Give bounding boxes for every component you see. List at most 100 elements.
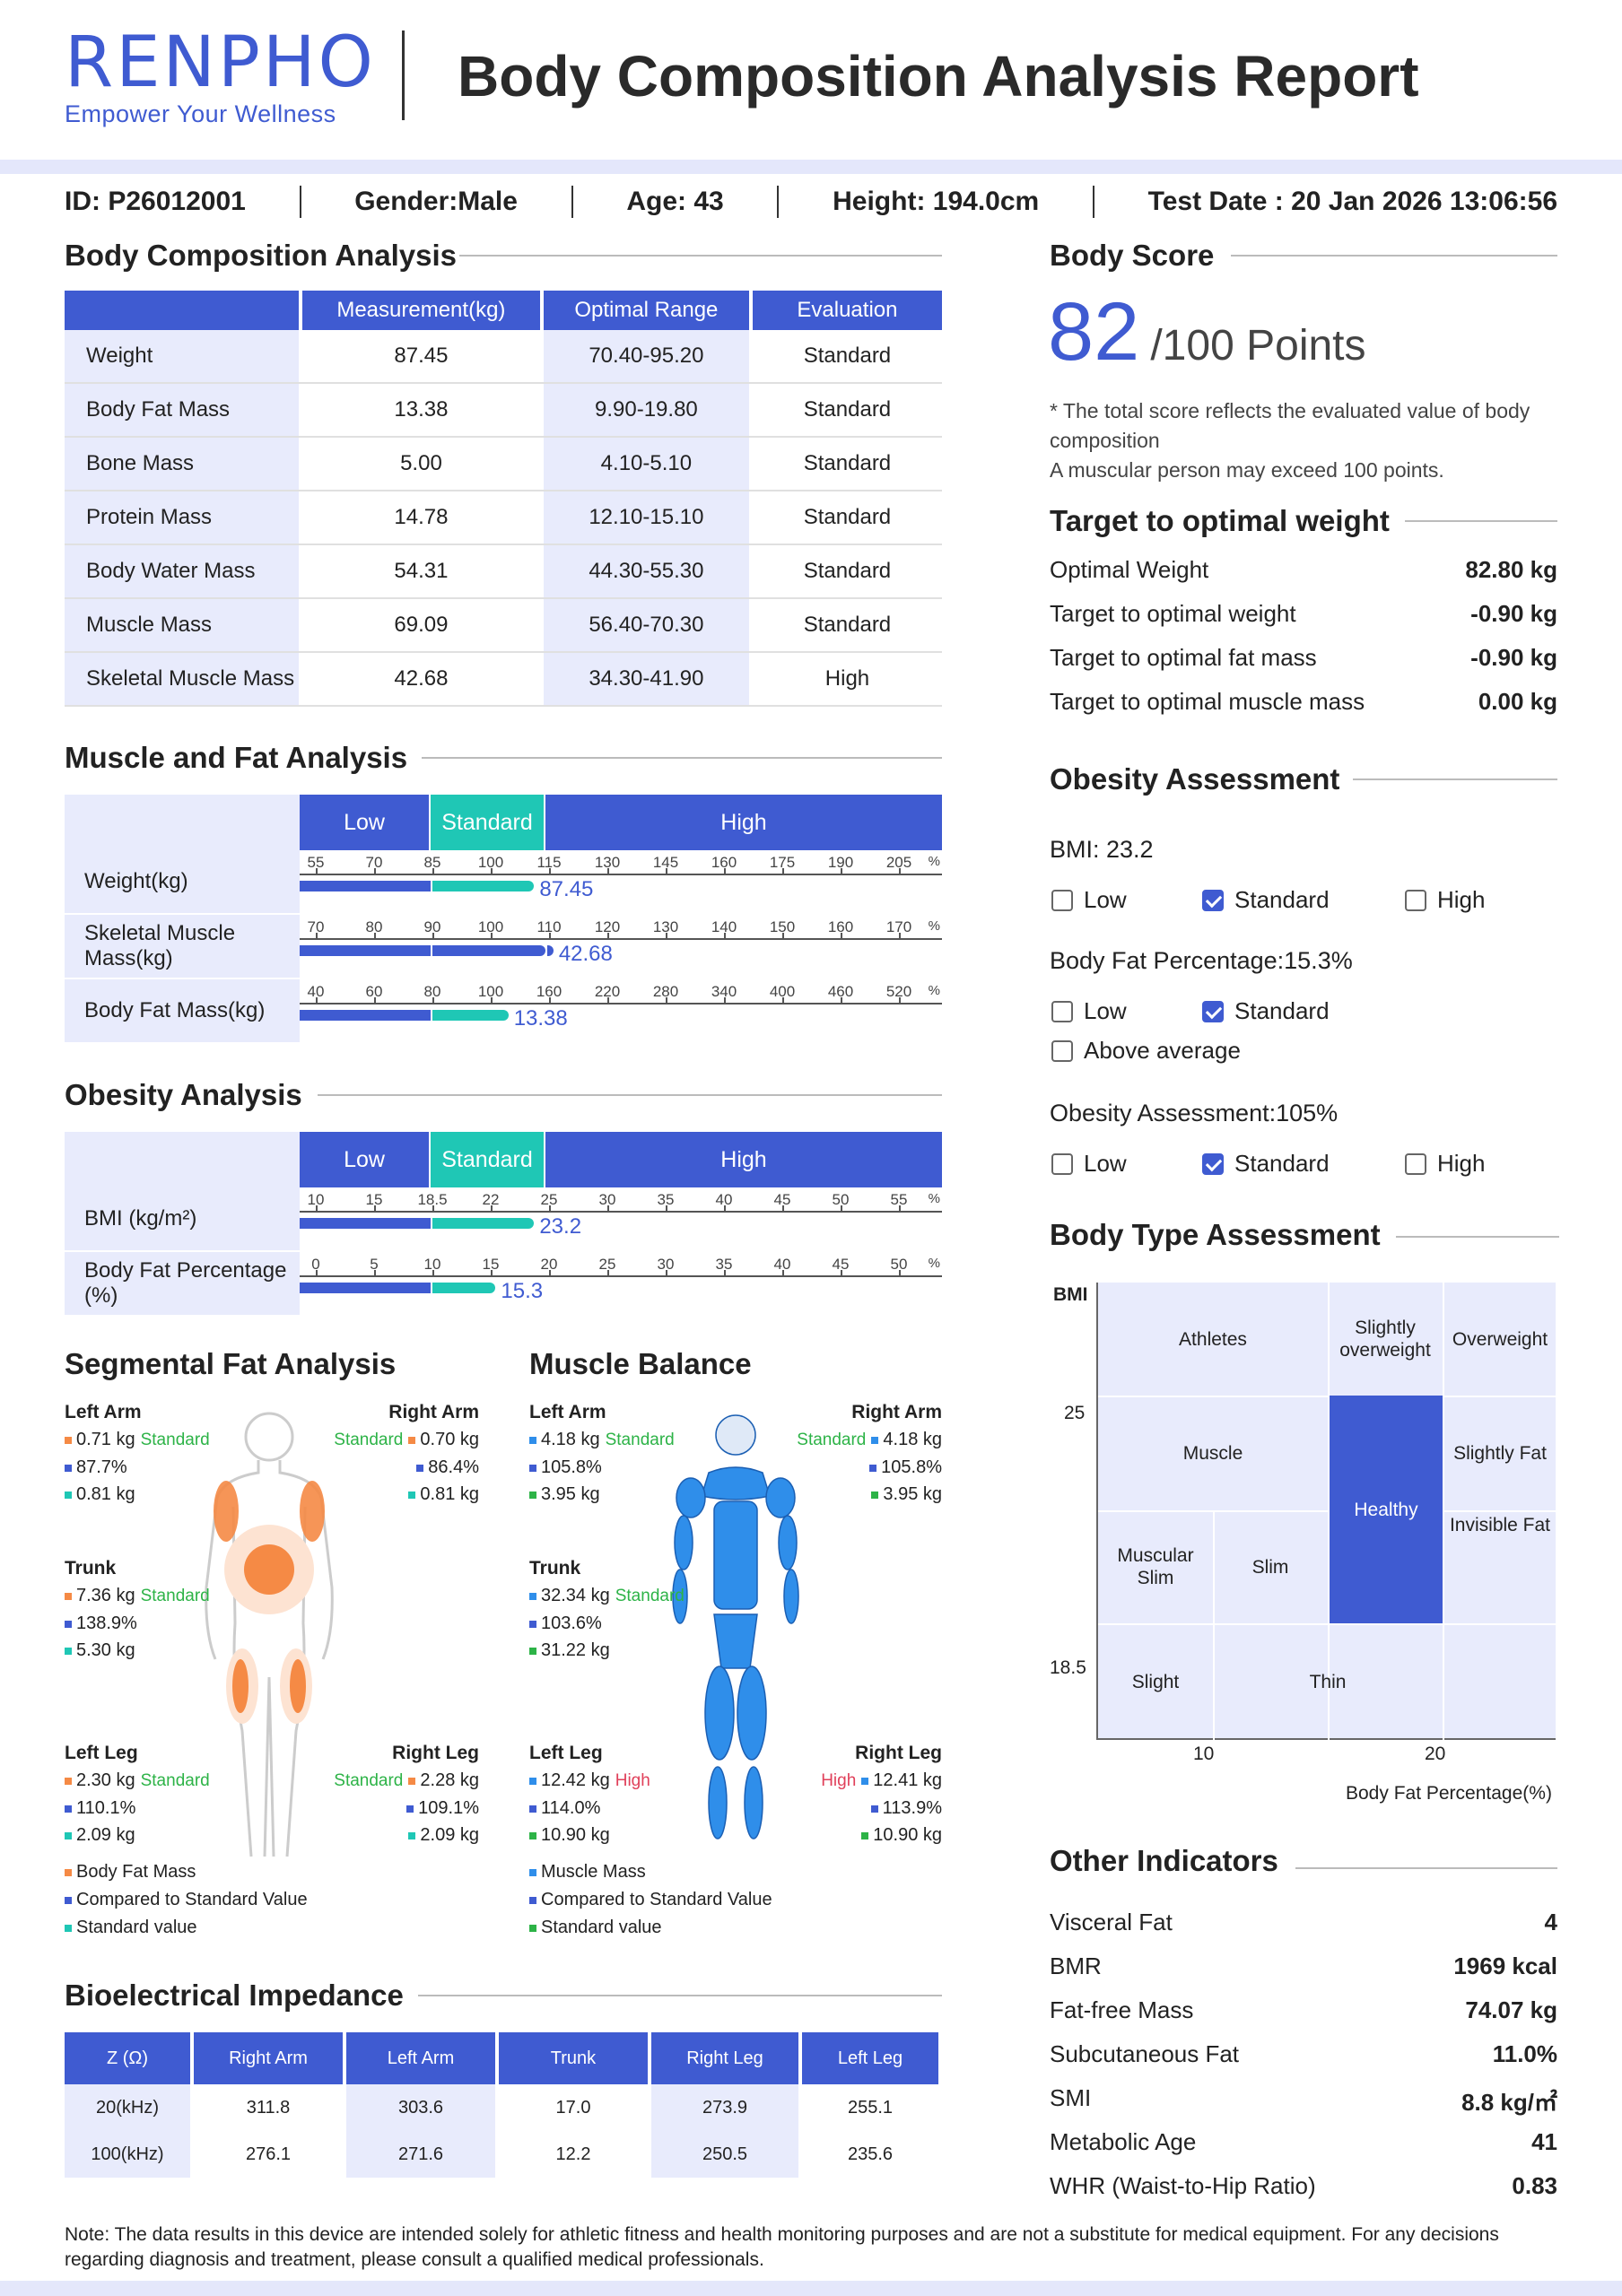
indicator-value: 0.00 kg [1478,688,1557,715]
segment-pct: 86.4% [428,1457,479,1477]
segment-mass: 0.71 kg [76,1430,135,1449]
tick-mark [374,1270,376,1277]
tick-mark [549,868,551,875]
segment-trunk: Trunk 7.36 kg Standard 138.9% 5.30 kg [65,1555,210,1664]
segment-label: Left Leg [529,1743,603,1763]
checkbox-high[interactable]: High [1405,1150,1485,1178]
body-type-slightly-fat: Slightly Fat [1453,1442,1547,1464]
bar-value: 23.2 [539,1214,582,1239]
bar-value: 42.68 [558,942,613,966]
unit-label: % [928,918,940,934]
legend-text: Muscle Mass [541,1862,646,1882]
impedance-header-cell: Z (Ω) [65,2032,190,2084]
tick-mark [724,997,726,1004]
segment-std-line: 10.90 kg [529,1822,650,1848]
segment-std-line: 2.09 kg [246,1822,479,1848]
tick-label: 50 [890,1256,908,1273]
composition-header: Measurement(kg) Optimal Range Evaluation [65,291,942,330]
cell-eval: Standard [803,613,892,637]
segment-mass-line: Standard 4.18 kg [709,1426,942,1454]
cell-range: 12.10-15.10 [543,491,749,544]
cell-name: Bone Mass [65,438,299,490]
section-line [1353,778,1557,780]
bar-label: Skeletal Muscle Mass(kg) [65,915,300,978]
tick-mark [841,997,842,1004]
tick-mark [432,1205,434,1213]
tick-mark [666,1270,667,1277]
indicator-name: Metabolic Age [1050,2128,1197,2155]
section-line [1295,1867,1557,1869]
bar-fill-low [300,1283,431,1293]
checkbox-low[interactable]: Low [1051,886,1127,914]
bar-row: Weight(kg) 55 70 85 100 115 130 145 160 175 190 205… [65,850,942,915]
level-low: Low [300,1132,431,1187]
fat-body-figure [205,1412,334,1857]
tick-mark [549,1270,551,1277]
segment-mass-line: Standard 0.70 kg [246,1426,479,1454]
segment-pct-line: 103.6% [529,1610,685,1637]
legend-text: Compared to Standard Value [541,1890,772,1909]
info-separator [777,186,780,218]
segment-pct-line: 87.7% [65,1454,210,1481]
tick-label: 460 [827,983,854,1000]
segment-std: 3.95 kg [541,1484,600,1504]
checkbox-box [1051,889,1073,911]
segment-right-leg: Right Leg High 12.41 kg 113.9% 10.90 kg [709,1740,942,1848]
tick-label: 10 [423,1256,441,1273]
muscle-body-figure [672,1414,799,1839]
tick-mark [491,1205,493,1213]
bar-row: Body Fat Percentage (%) 0 5 10 15 20 25 30 35 40 4… [65,1252,942,1317]
tick-label: 145 [652,854,679,871]
checkbox-standard[interactable]: Standard [1202,997,1330,1025]
tick-mark [491,997,493,1004]
header-band [0,160,1622,174]
logo-tagline: Empower Your Wellness [65,100,336,127]
checkbox-above-average[interactable]: Above average [1051,1037,1241,1065]
muscle-fat-chart: Low Standard High Weight(kg) 55 70 85 100 115 130… [65,795,942,1044]
legend-text: Body Fat Mass [76,1862,196,1882]
legend-dot [65,1436,72,1444]
bar-value: 13.38 [513,1006,568,1031]
score-value: 82 [1048,286,1140,378]
header-evaluation: Evaluation [752,291,942,330]
table-row: Protein Mass 14.78 12.10-15.10 Standard [65,491,942,545]
table-row: Muscle Mass 69.09 56.40-70.30 Standard [65,599,942,653]
segment-pct-line: 109.1% [246,1795,479,1822]
segment-mass: 0.70 kg [420,1430,479,1449]
tick-mark [899,868,901,875]
tick-mark [899,1205,901,1213]
tick-label: 5 [370,1256,379,1273]
segment-right-arm: Right Arm Standard 0.70 kg 86.4% 0.81 kg [246,1399,479,1508]
tick-mark [374,1205,376,1213]
tick-mark [899,997,901,1004]
bar-fill-low [300,1010,431,1021]
indicator-row: WHR (Waist-to-Hip Ratio) 0.83 [1050,2172,1557,2200]
tick-label: 50 [832,1191,850,1208]
segment-mass: 4.18 kg [541,1430,600,1449]
tick-mark [724,868,726,875]
cell-eval: Standard [803,505,892,529]
tick-mark [432,868,434,875]
tick-mark [549,997,551,1004]
checkbox-box [1405,889,1426,911]
legend-dot [65,1896,72,1904]
checkbox-high[interactable]: High [1405,886,1485,914]
tick-label: 150 [769,918,796,935]
body-type-invisible-fat: Invisible Fat [1449,1515,1551,1535]
tick-mark [432,1270,434,1277]
indicator-value: -0.90 kg [1470,644,1557,671]
impedance-title: Bioelectrical Impedance [65,1979,404,2012]
bar-row: Body Fat Mass(kg) 40 60 80 100 160 220 280 340 40… [65,979,942,1044]
checkbox-low[interactable]: Low [1051,997,1127,1025]
checkbox-standard[interactable]: Standard [1202,886,1330,914]
level-low: Low [300,795,431,850]
impedance-header-cell: Right Arm [194,2032,343,2084]
checkbox-standard[interactable]: Standard [1202,1150,1330,1178]
indicator-row: Fat-free Mass 74.07 kg [1050,1996,1557,2024]
bar-area: 10 15 18.5 22 25 30 35 40 45 50 55% 23.2 [300,1187,942,1250]
checkbox-low[interactable]: Low [1051,1150,1127,1178]
checkbox-box [1051,1152,1073,1175]
tick-label: 140 [711,918,737,935]
legend-dot [870,1805,878,1813]
tick-label: 170 [885,918,912,935]
